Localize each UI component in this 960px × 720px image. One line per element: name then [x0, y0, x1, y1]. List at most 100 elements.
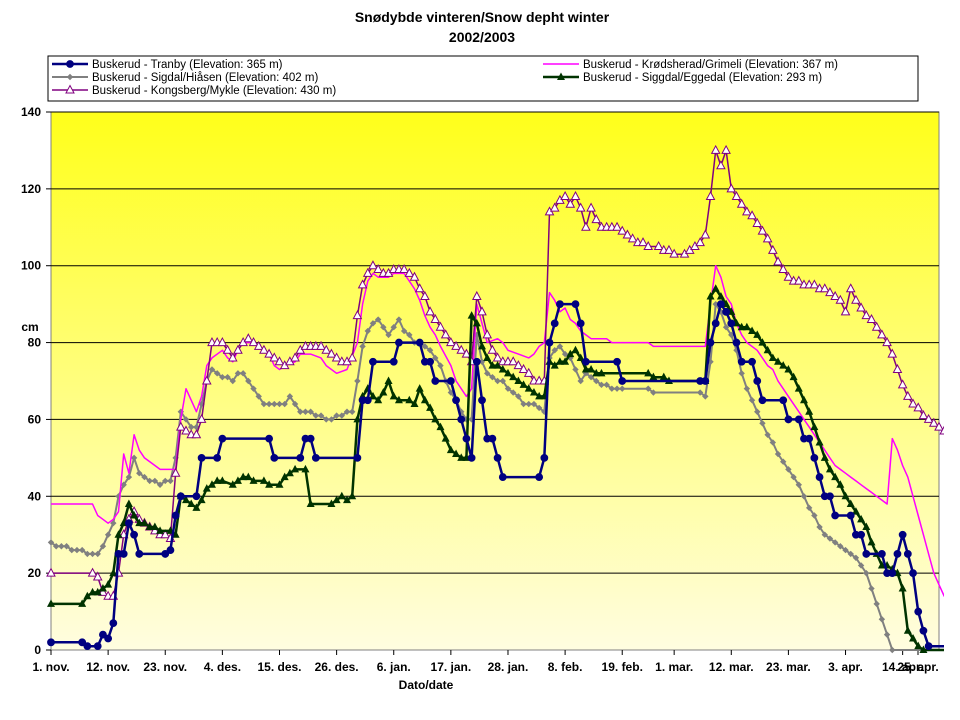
data-point	[125, 473, 133, 481]
data-point	[565, 198, 576, 208]
data-point	[576, 319, 585, 328]
data-point	[702, 393, 709, 400]
data-point	[733, 347, 740, 354]
data-point	[738, 370, 745, 377]
data-point	[903, 550, 912, 558]
data-point	[274, 356, 285, 366]
data-point	[104, 580, 113, 588]
data-point	[550, 361, 559, 369]
data-point	[643, 240, 654, 250]
data-point	[368, 260, 378, 270]
data-point	[805, 407, 814, 415]
data-point	[380, 324, 387, 331]
data-point	[224, 373, 231, 381]
data-point	[92, 571, 103, 581]
legend-entry: Buskerud - Sigdal/Hiåsen (Elevation: 402…	[52, 72, 318, 84]
data-point	[883, 631, 891, 638]
data-point	[727, 319, 736, 328]
data-point	[338, 412, 346, 419]
y-axis-label: cm	[21, 320, 38, 334]
data-point	[369, 357, 377, 366]
data-point	[790, 473, 797, 481]
data-point	[87, 567, 98, 577]
data-point	[847, 550, 854, 558]
data-point	[705, 190, 716, 201]
data-point	[47, 638, 55, 647]
data-point	[353, 414, 362, 423]
data-point	[353, 453, 362, 462]
data-point	[784, 364, 793, 373]
data-point	[519, 380, 528, 388]
data-point	[446, 445, 455, 454]
data-point	[421, 343, 429, 350]
x-tick-label: 19. feb.	[602, 660, 643, 674]
data-point	[520, 400, 527, 408]
data-point	[581, 221, 591, 231]
data-point	[555, 357, 564, 365]
data-point	[348, 491, 357, 500]
data-point	[331, 352, 342, 362]
data-point	[836, 480, 845, 488]
data-point	[716, 300, 725, 309]
data-point	[768, 353, 777, 361]
data-point	[778, 263, 789, 274]
data-point	[451, 340, 461, 350]
data-point	[753, 330, 762, 338]
data-point	[228, 480, 237, 488]
data-point	[99, 630, 107, 639]
x-tick-label: 1. mar.	[655, 660, 693, 674]
data-point	[659, 372, 668, 381]
data-point	[627, 233, 638, 243]
data-point	[762, 233, 773, 243]
data-point	[478, 396, 486, 405]
data-point	[253, 340, 264, 350]
data-point	[167, 477, 174, 485]
data-point	[321, 344, 332, 354]
data-point	[217, 337, 228, 347]
data-point	[415, 384, 424, 392]
data-point	[769, 439, 777, 446]
data-point	[472, 318, 481, 327]
data-point	[124, 499, 133, 507]
data-point	[783, 271, 794, 281]
data-point	[47, 599, 55, 607]
data-point	[306, 434, 315, 443]
data-point	[816, 523, 823, 531]
data-point	[457, 453, 466, 461]
legend-entry: Buskerud - Siggdal/Eggedal (Elevation: 2…	[543, 72, 822, 84]
x-tick-label: 14. apr.	[882, 660, 923, 674]
data-point	[530, 400, 538, 408]
data-point	[863, 569, 870, 577]
data-point	[846, 499, 855, 507]
data-point	[316, 340, 326, 350]
data-point	[956, 453, 960, 461]
data-point	[218, 434, 227, 443]
data-point	[58, 543, 65, 550]
data-point	[737, 357, 746, 366]
data-point	[175, 421, 186, 431]
y-tick-label: 120	[21, 182, 41, 196]
data-point	[809, 279, 820, 289]
data-point	[269, 352, 280, 362]
data-point	[406, 331, 413, 339]
data-point	[440, 329, 451, 339]
data-point	[359, 343, 366, 350]
data-point	[535, 473, 544, 481]
data-point	[664, 244, 674, 254]
data-point	[556, 300, 564, 309]
data-point	[213, 476, 222, 484]
data-point	[265, 434, 274, 443]
data-point	[432, 354, 439, 362]
data-point	[196, 413, 207, 423]
data-point	[394, 395, 403, 404]
data-point	[348, 408, 356, 415]
data-point	[410, 399, 419, 408]
data-point	[551, 347, 558, 354]
data-point	[156, 481, 164, 488]
data-point	[509, 372, 518, 381]
data-point	[78, 546, 86, 554]
data-point	[374, 395, 383, 404]
data-point	[862, 550, 871, 558]
data-point	[343, 408, 351, 415]
data-point	[515, 393, 522, 400]
